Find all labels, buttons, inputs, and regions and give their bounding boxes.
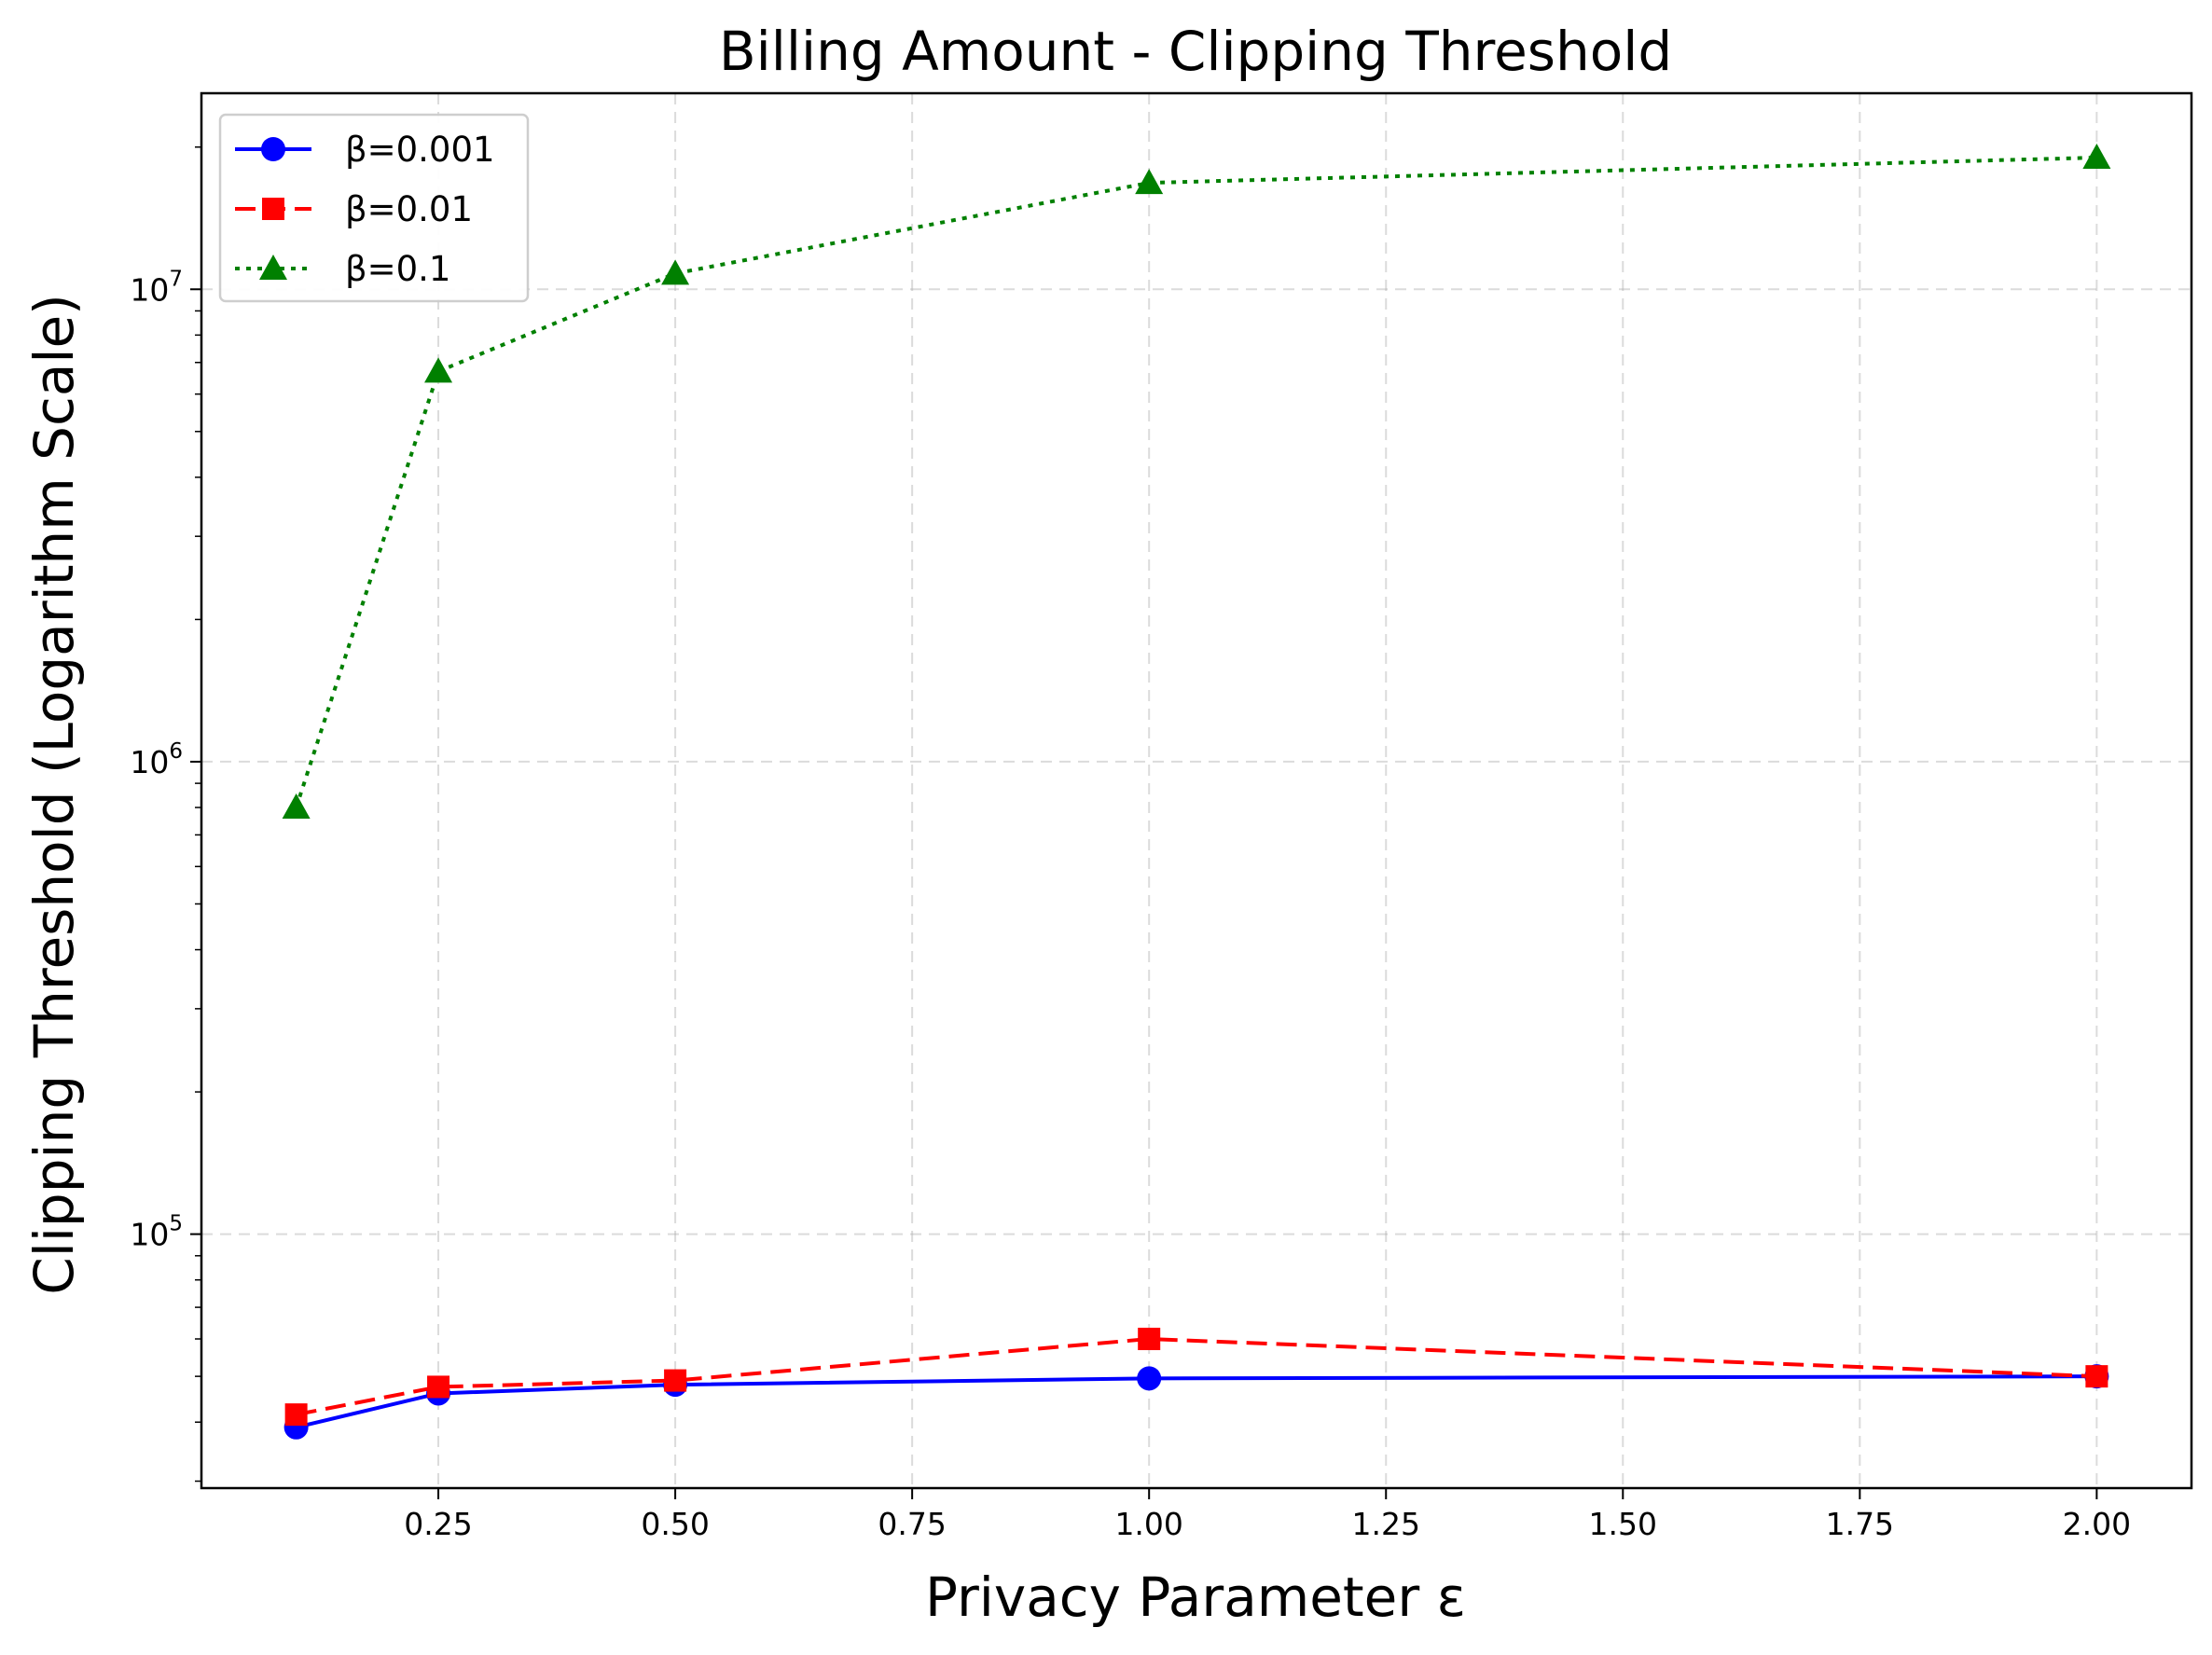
x-tick-label: 0.75 xyxy=(878,1506,946,1542)
legend: β=0.001 β=0.01 β=0.1 xyxy=(218,113,530,303)
axes-ticks: 0.25 0.50 0.75 1.00 1.25 1.50 1.75 2.00 105 106 10… xyxy=(130,145,2131,1542)
data-point xyxy=(1138,1328,1161,1351)
legend-box xyxy=(218,113,530,303)
data-point xyxy=(427,1375,450,1399)
series-layer xyxy=(282,144,2111,1440)
x-tick-label: 1.25 xyxy=(1351,1506,1419,1542)
data-point xyxy=(284,1403,308,1427)
x-axis-label: Privacy Parameter ε xyxy=(925,1565,1466,1629)
legend-label: β=0.001 xyxy=(345,130,495,170)
x-tick-label: 0.25 xyxy=(404,1506,472,1542)
data-point xyxy=(664,1369,687,1392)
x-tick-label: 0.50 xyxy=(641,1506,709,1542)
data-point xyxy=(661,259,690,285)
x-tick-label: 1.50 xyxy=(1589,1506,1657,1542)
data-point xyxy=(1135,169,1164,195)
legend-marker xyxy=(259,255,287,280)
legend-marker xyxy=(262,198,284,220)
legend-marker xyxy=(261,137,285,161)
x-tick-label: 1.75 xyxy=(1826,1506,1894,1542)
legend-item: β=0.1 xyxy=(235,249,450,289)
legend-item: β=0.01 xyxy=(235,189,473,229)
legend-item: β=0.001 xyxy=(235,130,495,170)
y-tick-label: 107 xyxy=(130,267,183,308)
data-point xyxy=(1137,1366,1162,1391)
x-tick-label: 2.00 xyxy=(2063,1506,2131,1542)
data-point xyxy=(424,357,453,383)
y-tick-label: 105 xyxy=(130,1212,183,1253)
series-line xyxy=(294,156,2097,808)
y-tick-label: 106 xyxy=(130,739,183,780)
legend-label: β=0.01 xyxy=(345,189,473,229)
y-axis-label: Clipping Threshold (Logarithm Scale) xyxy=(22,294,86,1295)
series-square xyxy=(284,1328,2108,1427)
data-point xyxy=(2082,144,2111,170)
x-tick-label: 1.00 xyxy=(1114,1506,1182,1542)
legend-label: β=0.1 xyxy=(345,249,450,289)
series-line xyxy=(296,1337,2097,1417)
grid xyxy=(201,93,2191,1488)
series-triangle xyxy=(282,144,2111,820)
chart-title: Billing Amount - Clipping Threshold xyxy=(719,20,1672,83)
plot-frame xyxy=(200,91,2193,1490)
data-point xyxy=(2085,1365,2108,1388)
data-point xyxy=(282,793,311,820)
